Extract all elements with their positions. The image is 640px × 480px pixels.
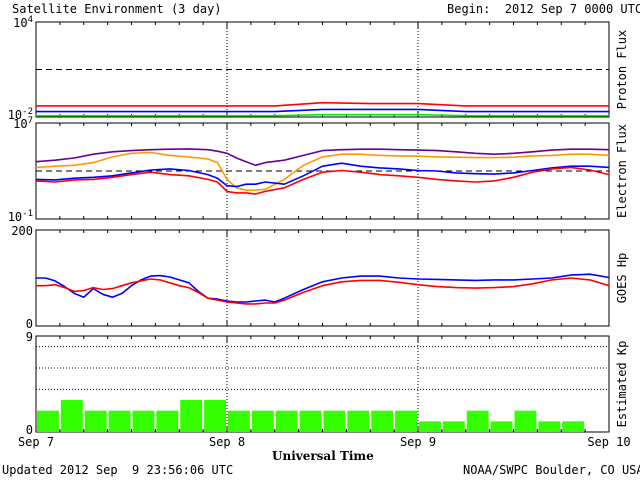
estimated-kp-bar — [371, 410, 394, 432]
estimated-kp-bar — [514, 410, 537, 432]
goes-hp-series-red — [36, 277, 610, 305]
proton-flux-y-axis-label: Proton Flux — [615, 30, 629, 109]
estimated-kp-bar — [323, 410, 346, 432]
estimated-kp-bar — [538, 421, 561, 432]
proton-flux-series-green — [36, 113, 609, 117]
x-tick-label: Sep 10 — [587, 435, 630, 449]
goes-hp-frame — [35, 229, 610, 327]
proton-flux-series-red — [36, 101, 609, 107]
estimated-kp-bar — [180, 400, 203, 432]
electron-flux-y-axis-label: Electron Flux — [615, 124, 629, 218]
goes-hp-y-tick-label: 0 — [26, 317, 33, 331]
electron-flux-series-purple — [35, 148, 610, 167]
goes-hp-y-axis-label: GOES Hp — [615, 253, 629, 304]
estimated-kp-bar — [84, 410, 107, 432]
estimated-kp-bar — [395, 410, 417, 432]
estimated-kp-bar — [442, 421, 465, 432]
estimated-kp-bar — [419, 421, 441, 432]
x-axis-title: Universal Time — [272, 449, 374, 463]
electron-flux-y-tick-exponent: -1 — [22, 209, 33, 219]
estimated-kp-bar — [562, 421, 585, 432]
electron-flux-panel: 107 10-1 Electron Flux — [8, 116, 629, 224]
electron-flux-y-tick-label: 107 — [13, 116, 33, 131]
electron-flux-y-tick-label: 10-1 — [8, 209, 33, 224]
estimated-kp-y-tick-label: 0 — [26, 423, 33, 437]
goes-hp-panel: 200 0 GOES Hp — [11, 224, 629, 331]
electron-flux-series-orange — [35, 151, 610, 191]
updated-timestamp: Updated 2012 Sep 9 23:56:06 UTC — [2, 463, 234, 477]
electron-flux-series-red — [35, 166, 610, 195]
estimated-kp-bar — [228, 410, 250, 432]
estimated-kp-bar — [275, 410, 298, 432]
begin-time-label: Begin: 2012 Sep 7 0000 UTC — [447, 2, 640, 16]
estimated-kp-bar — [299, 410, 322, 432]
estimated-kp-bar — [60, 400, 83, 432]
estimated-kp-bar — [132, 410, 155, 432]
estimated-kp-bar — [204, 400, 226, 432]
electron-flux-series-blue — [35, 162, 610, 188]
proton-flux-series-blue — [36, 108, 609, 113]
x-tick-label: Sep 8 — [209, 435, 245, 449]
estimated-kp-bar — [156, 410, 179, 432]
estimated-kp-y-axis-label: Estimated Kp — [615, 341, 629, 428]
electron-flux-y-tick-exponent: 7 — [28, 116, 33, 126]
estimated-kp-panel: 9 0 Estimated Kp — [26, 330, 629, 437]
credit-label: NOAA/SWPC Boulder, CO USA — [463, 463, 640, 477]
estimated-kp-bar — [108, 410, 131, 432]
proton-flux-y-tick-exponent: -2 — [22, 107, 33, 117]
goes-hp-series-blue — [36, 273, 610, 303]
x-tick-label: Sep 9 — [400, 435, 436, 449]
estimated-kp-bar — [37, 410, 59, 432]
estimated-kp-bar — [466, 410, 489, 432]
estimated-kp-bar — [490, 421, 513, 432]
proton-flux-y-tick-label: 104 — [13, 15, 33, 30]
estimated-kp-bar — [251, 410, 274, 432]
estimated-kp-bar — [347, 410, 370, 432]
goes-hp-y-tick-label: 200 — [11, 224, 33, 238]
estimated-kp-y-tick-label: 9 — [26, 330, 33, 344]
proton-flux-y-tick-exponent: 4 — [28, 15, 33, 25]
x-tick-label: Sep 7 — [18, 435, 54, 449]
chart-title: Satellite Environment (3 day) — [12, 2, 222, 16]
